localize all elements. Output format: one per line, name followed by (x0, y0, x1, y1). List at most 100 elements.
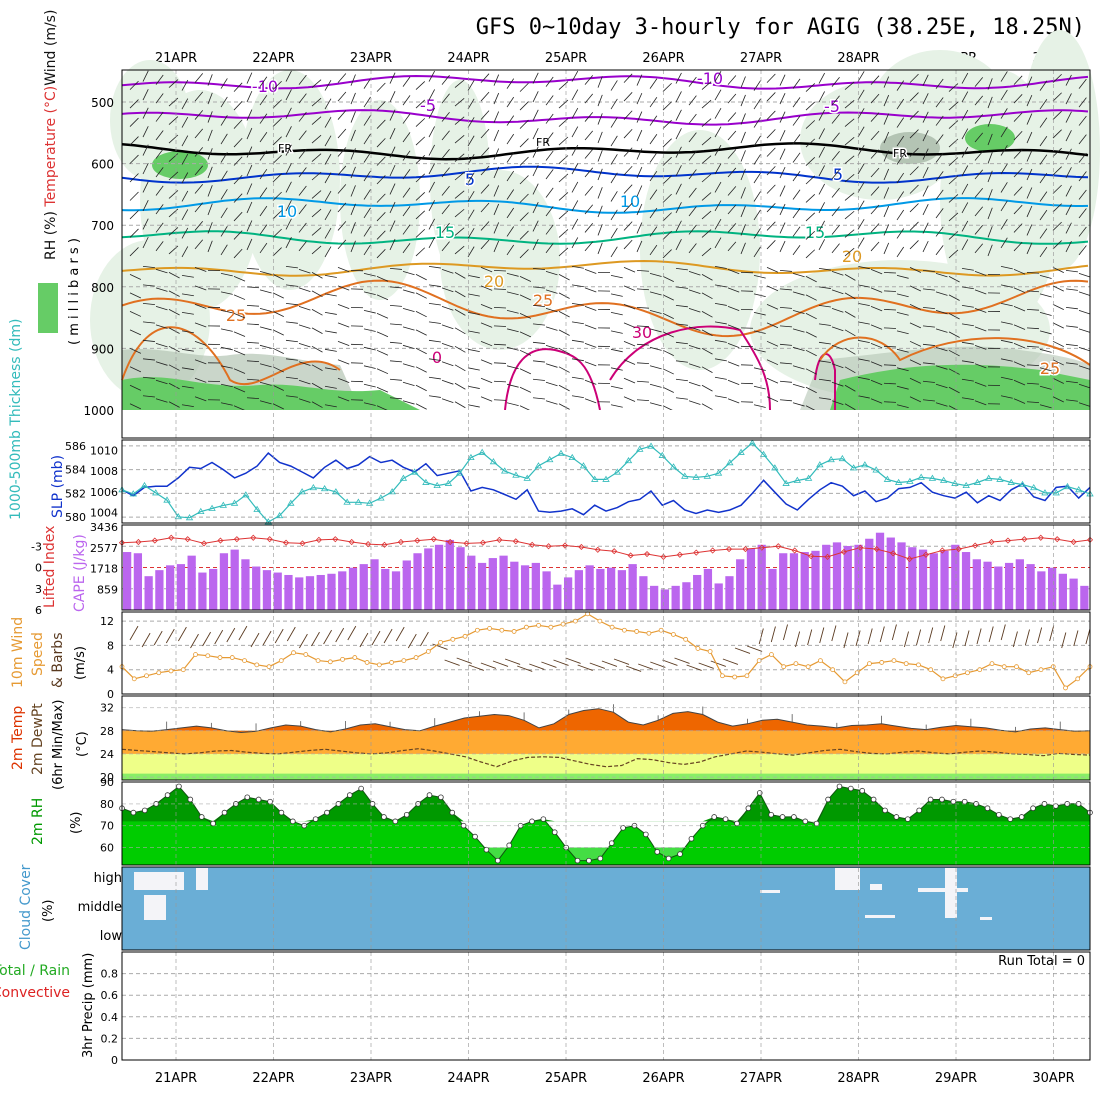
wind10m-barb (770, 626, 776, 643)
slp-marker (568, 453, 576, 461)
wind-barb (610, 348, 623, 353)
wind-barb (246, 286, 259, 289)
wind-barb (545, 187, 554, 198)
wind-barb (727, 398, 740, 404)
wind10m-barb (214, 629, 224, 645)
wind-barb (727, 287, 740, 293)
wind-barb (623, 221, 633, 231)
wind-barb (896, 228, 905, 239)
wind-barb (155, 222, 164, 233)
wind-barb (974, 344, 987, 350)
wind-barb (493, 203, 500, 216)
wind-barb (1013, 269, 1026, 275)
wind-barb (363, 273, 376, 277)
wind-barb (727, 149, 737, 159)
wind-barb (662, 331, 674, 338)
wind-barb (1039, 80, 1048, 91)
wind-barb (142, 302, 155, 306)
wind-barb (584, 167, 594, 178)
wind-barb (805, 194, 816, 203)
wind-barb (1078, 245, 1087, 256)
wind-barb (194, 220, 204, 231)
wind-barb (519, 331, 532, 338)
contour-label: FR (893, 147, 907, 160)
wind-barb (1026, 364, 1039, 367)
wind-barb (688, 381, 701, 387)
wind-barb (441, 204, 450, 215)
slp-marker (793, 476, 802, 483)
wind-barb (805, 212, 816, 222)
wind-barb (558, 311, 570, 318)
wind10m-barb (395, 626, 405, 642)
wind-barb (519, 193, 529, 203)
cloud-gap (196, 868, 208, 890)
cloud-ylabel: Cloud Cover (18, 864, 34, 950)
wind10m-barb (359, 632, 369, 648)
rh2m-marker (540, 816, 547, 822)
lifted-marker (922, 551, 929, 558)
cloud-gap (870, 884, 882, 890)
wind-barb (792, 226, 801, 237)
wind-barb (961, 304, 974, 308)
wind-barb (194, 184, 204, 194)
panel-frame (121, 439, 1091, 524)
cape-bar (736, 559, 745, 610)
wind-barb (207, 222, 213, 234)
rh-field (240, 70, 340, 290)
wind-barb (649, 328, 662, 333)
wind-barb (662, 82, 672, 92)
wind-barb (896, 367, 909, 372)
wind-barb (1078, 402, 1091, 407)
wind-barb (753, 80, 761, 91)
wind-barb (220, 328, 233, 332)
rh2m-marker (904, 816, 911, 822)
wind-barb (168, 153, 179, 162)
rh2m-marker (1018, 814, 1025, 820)
wind-barb (935, 226, 944, 237)
wind-barb (1026, 205, 1033, 218)
wind-barb (896, 80, 905, 91)
wind-barb (688, 206, 697, 217)
wind-barb (623, 110, 633, 120)
wind10m-barb (517, 665, 533, 672)
wind-barb (688, 271, 701, 276)
lifted-tick-label: 6 (35, 604, 42, 617)
top-date-label: 24APR (447, 51, 489, 66)
rh2m-marker (859, 787, 866, 794)
wind-barb (285, 218, 292, 230)
upper-air-ylabel: RH (%) Temperature (°C)Wind (m/s) (43, 10, 59, 260)
wind10m-barb (819, 627, 825, 644)
rh2m-marker (586, 857, 592, 864)
wind-barb (701, 118, 712, 127)
wind-barb (831, 77, 840, 87)
wind-barb (571, 339, 584, 343)
wind10m-barb (807, 629, 813, 646)
cape-bar (252, 566, 261, 610)
wind-barb (922, 148, 929, 160)
wind-speed-marker (242, 658, 247, 663)
wind-barb (922, 130, 929, 142)
wind-barb (428, 284, 441, 287)
wind-barb (636, 222, 643, 234)
slp-marker (579, 462, 588, 469)
wind-barb (766, 240, 776, 250)
wind10m-barb (553, 659, 569, 666)
wind-barb (987, 133, 993, 146)
wind-barb (1065, 93, 1072, 105)
wind-barb (1000, 321, 1013, 325)
wind-speed-marker (695, 646, 701, 651)
wind-barb (545, 344, 558, 350)
wind-barb (857, 126, 865, 138)
wind10m-barb (347, 625, 357, 641)
wind-barb (441, 361, 454, 367)
wind-barb (454, 116, 465, 125)
wind-barb (961, 146, 969, 158)
rh2m-marker (267, 798, 273, 805)
wind-barb (1000, 126, 1008, 138)
cape-bar (295, 577, 304, 610)
wind-barb (870, 93, 880, 104)
wind-barb (155, 361, 168, 366)
wind-barb (675, 304, 688, 308)
wind-barb (961, 72, 969, 84)
